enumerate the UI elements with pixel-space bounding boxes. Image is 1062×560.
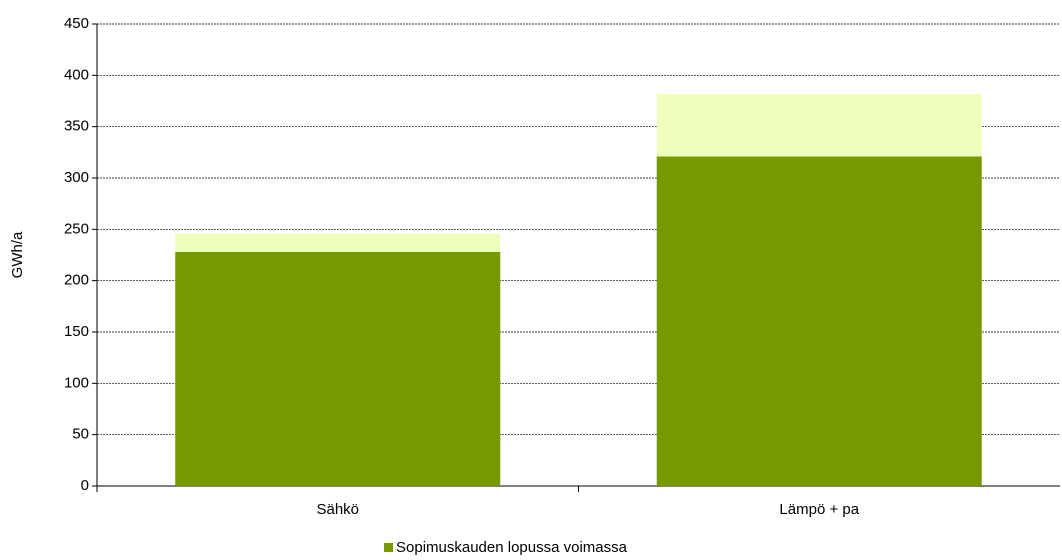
bar-segment — [175, 251, 501, 486]
y-tick-label: 50 — [72, 426, 89, 443]
x-tick-label: Sähkö — [316, 501, 359, 518]
y-tick-label: 400 — [64, 66, 89, 83]
bar-segment — [656, 156, 982, 486]
bar-segment — [656, 93, 982, 157]
legend-label: Sopimuskauden lopussa voimassa — [396, 539, 628, 556]
y-tick-label: 250 — [64, 220, 89, 237]
y-tick-label: 0 — [81, 477, 89, 494]
y-axis-label: GWh/a — [9, 231, 26, 278]
y-tick-label: 150 — [64, 323, 89, 340]
y-tick-label: 300 — [64, 169, 89, 186]
y-tick-label: 200 — [64, 272, 89, 289]
y-tick-label: 100 — [64, 374, 89, 391]
y-tick-label: 350 — [64, 118, 89, 135]
bar-segment — [175, 233, 501, 252]
legend-swatch — [384, 543, 393, 552]
y-tick-label: 450 — [64, 15, 89, 32]
x-tick-label: Lämpö + pa — [779, 501, 859, 518]
